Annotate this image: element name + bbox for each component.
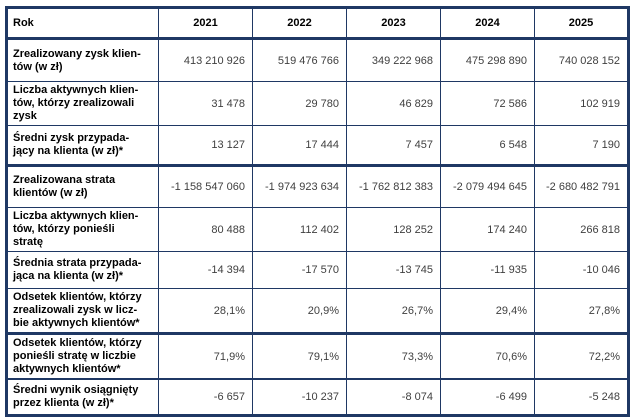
value-cell: 7 190 bbox=[534, 125, 629, 166]
value-cell: 174 240 bbox=[440, 207, 535, 252]
column-header-2023: 2023 bbox=[346, 7, 441, 40]
value-cell: 475 298 890 bbox=[440, 38, 535, 82]
row-label: Średni zysk przypada- jący na klienta (w… bbox=[6, 125, 159, 166]
table-row-clients-with-loss: Liczba aktywnych klien- tów, którzy poni… bbox=[6, 207, 629, 252]
value-cell: 72,2% bbox=[534, 332, 629, 380]
row-label: Średnia strata przypada- jąca na klienta… bbox=[6, 251, 159, 289]
column-header-2021: 2021 bbox=[158, 7, 253, 40]
table-row-clients-with-profit: Liczba aktywnych klien- tów, którzy zrea… bbox=[6, 81, 629, 126]
value-cell: 73,3% bbox=[346, 332, 441, 380]
table-row-avg-result: Średni wynik osiągnięty przez klienta (w… bbox=[6, 378, 629, 416]
value-cell: -2 079 494 645 bbox=[440, 164, 535, 208]
row-label: Zrealizowana strata klientów (w zł) bbox=[6, 164, 159, 208]
value-cell: 349 222 968 bbox=[346, 38, 441, 82]
value-cell: 266 818 bbox=[534, 207, 629, 252]
value-cell: -6 657 bbox=[158, 378, 253, 416]
value-cell: -6 499 bbox=[440, 378, 535, 416]
value-cell: -13 745 bbox=[346, 251, 441, 289]
value-cell: 7 457 bbox=[346, 125, 441, 166]
value-cell: 13 127 bbox=[158, 125, 253, 166]
table-row-avg-loss: Średnia strata przypada- jąca na klienta… bbox=[6, 251, 629, 289]
value-cell: 6 548 bbox=[440, 125, 535, 166]
table-row-realized-loss: Zrealizowana strata klientów (w zł) -1 1… bbox=[6, 164, 629, 208]
value-cell: -2 680 482 791 bbox=[534, 164, 629, 208]
column-header-2024: 2024 bbox=[440, 7, 535, 40]
row-label: Średni wynik osiągnięty przez klienta (w… bbox=[6, 378, 159, 416]
value-cell: 112 402 bbox=[252, 207, 347, 252]
value-cell: 29,4% bbox=[440, 288, 535, 334]
row-label: Odsetek klientów, którzy zrealizowali zy… bbox=[6, 288, 159, 334]
table-row-avg-profit: Średni zysk przypada- jący na klienta (w… bbox=[6, 125, 629, 166]
column-header-2025: 2025 bbox=[534, 7, 629, 40]
header-row: Rok 2021 2022 2023 2024 2025 bbox=[6, 7, 629, 40]
column-header-rok: Rok bbox=[6, 7, 159, 40]
value-cell: 519 476 766 bbox=[252, 38, 347, 82]
table-row-pct-loss: Odsetek klientów, którzy ponieśli stratę… bbox=[6, 332, 629, 380]
value-cell: -10 237 bbox=[252, 378, 347, 416]
value-cell: 71,9% bbox=[158, 332, 253, 380]
value-cell: -1 762 812 383 bbox=[346, 164, 441, 208]
value-cell: -5 248 bbox=[534, 378, 629, 416]
value-cell: 27,8% bbox=[534, 288, 629, 334]
table-row-realized-profit: Zrealizowany zysk klien- tów (w zł) 413 … bbox=[6, 38, 629, 82]
value-cell: 46 829 bbox=[346, 81, 441, 126]
value-cell: -14 394 bbox=[158, 251, 253, 289]
value-cell: -1 974 923 634 bbox=[252, 164, 347, 208]
table-row-pct-profit: Odsetek klientów, którzy zrealizowali zy… bbox=[6, 288, 629, 334]
value-cell: 80 488 bbox=[158, 207, 253, 252]
value-cell: 20,9% bbox=[252, 288, 347, 334]
value-cell: 128 252 bbox=[346, 207, 441, 252]
value-cell: 740 028 152 bbox=[534, 38, 629, 82]
client-results-table: Rok 2021 2022 2023 2024 2025 Zrealizowan… bbox=[5, 6, 630, 417]
value-cell: 28,1% bbox=[158, 288, 253, 334]
row-label: Liczba aktywnych klien- tów, którzy zrea… bbox=[6, 81, 159, 126]
value-cell: -8 074 bbox=[346, 378, 441, 416]
value-cell: 70,6% bbox=[440, 332, 535, 380]
value-cell: -1 158 547 060 bbox=[158, 164, 253, 208]
value-cell: 31 478 bbox=[158, 81, 253, 126]
value-cell: -11 935 bbox=[440, 251, 535, 289]
value-cell: 413 210 926 bbox=[158, 38, 253, 82]
value-cell: 26,7% bbox=[346, 288, 441, 334]
value-cell: -17 570 bbox=[252, 251, 347, 289]
value-cell: 29 780 bbox=[252, 81, 347, 126]
row-label: Liczba aktywnych klien- tów, którzy poni… bbox=[6, 207, 159, 252]
value-cell: 72 586 bbox=[440, 81, 535, 126]
value-cell: 102 919 bbox=[534, 81, 629, 126]
value-cell: -10 046 bbox=[534, 251, 629, 289]
row-label: Odsetek klientów, którzy ponieśli stratę… bbox=[6, 332, 159, 380]
row-label: Zrealizowany zysk klien- tów (w zł) bbox=[6, 38, 159, 82]
column-header-2022: 2022 bbox=[252, 7, 347, 40]
value-cell: 79,1% bbox=[252, 332, 347, 380]
value-cell: 17 444 bbox=[252, 125, 347, 166]
